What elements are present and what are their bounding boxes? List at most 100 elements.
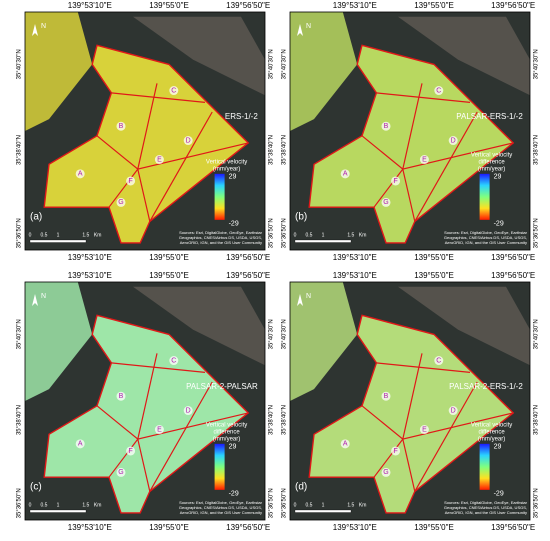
latitude-label: 35°40'30"N <box>17 319 23 349</box>
longitude-label: 139°55'0"E <box>149 1 189 10</box>
scale-unit: Km <box>94 502 102 508</box>
latitude-label: 35°38'40"N <box>534 135 540 165</box>
legend-title: Vertical velocity <box>471 422 512 428</box>
scale-bar <box>294 239 352 243</box>
zone-marker <box>434 356 444 366</box>
legend-ramp <box>214 443 225 490</box>
zone-boundary <box>137 83 158 170</box>
legend-ramp <box>214 173 225 220</box>
latitude-label: 35°40'30"N <box>534 49 540 79</box>
north-label: N <box>41 293 46 300</box>
zone-marker <box>75 439 85 449</box>
longitude-label: 139°55'0"E <box>149 523 189 532</box>
scale-tick-label: 1.5 <box>82 232 89 238</box>
zone-label: C <box>171 357 176 364</box>
frame <box>24 281 266 521</box>
scale-unit: Km <box>359 232 367 238</box>
zone-label: E <box>157 156 162 163</box>
land-west <box>25 282 93 401</box>
frame <box>289 281 531 521</box>
zone-boundary <box>376 92 471 103</box>
latitude-label: 35°36'50"N <box>17 488 23 518</box>
land <box>44 45 249 243</box>
zone-boundary <box>111 362 206 373</box>
panel-title: ERS-1/-2 <box>225 112 258 121</box>
zone-marker <box>434 86 444 96</box>
zone-boundary <box>414 381 478 492</box>
zone-marker <box>381 467 391 477</box>
zone-boundary <box>137 168 151 222</box>
zone-boundary <box>414 111 478 222</box>
land-west <box>290 282 358 401</box>
zone-marker <box>169 356 179 366</box>
zone-marker <box>116 391 126 401</box>
zone-boundary <box>149 381 213 492</box>
legend-title: difference <box>213 429 240 435</box>
attribution: Sources: Esri, DigitalGlobe, GeoEye, Ear… <box>444 230 528 235</box>
land-west <box>25 12 93 131</box>
longitude-label: 139°55'0"E <box>414 523 454 532</box>
latitude-label: 35°38'40"N <box>269 135 275 165</box>
scale-bar <box>29 239 87 243</box>
scale-tick-label: 1 <box>57 232 60 238</box>
attribution: AeroGRID, IGN, and the GIS User Communit… <box>445 510 527 515</box>
attribution: AeroGRID, IGN, and the GIS User Communit… <box>180 240 262 245</box>
land <box>44 315 249 513</box>
zone-marker <box>183 136 193 146</box>
scale-tick-label: 0.5 <box>41 232 48 238</box>
north-label: N <box>306 293 311 300</box>
scale-tick-label: 0.5 <box>306 502 313 508</box>
latitude-label: 35°36'50"N <box>534 218 540 248</box>
north-arrow <box>32 294 38 306</box>
latitude-label: 35°38'40"N <box>269 405 275 435</box>
zone-marker <box>381 121 391 131</box>
zone-label: E <box>422 156 427 163</box>
land-west <box>290 12 358 131</box>
frame <box>24 11 266 251</box>
zone-boundary <box>373 438 404 478</box>
attribution: Geographics, CNES/Airbus DS, USDA, USGS, <box>179 505 262 510</box>
scale-tick-label: 1.5 <box>347 232 354 238</box>
scale-unit: Km <box>94 232 102 238</box>
zone-marker <box>340 169 350 179</box>
land-north <box>133 16 265 96</box>
map-panel: A B C D E F G N PALSAR-2-PALSAR (c) Vertical veloc… <box>17 271 275 532</box>
latitude-label: 35°40'30"N <box>269 49 275 79</box>
zone-boundary <box>137 438 151 492</box>
scale-tick-label: 0 <box>29 502 32 508</box>
zone-label: D <box>186 407 191 414</box>
legend-min: -29 <box>494 491 504 498</box>
zone-boundary <box>376 362 471 373</box>
legend-min: -29 <box>229 221 239 228</box>
longitude-label: 139°55'0"E <box>414 1 454 10</box>
latitude-label: 35°38'40"N <box>534 405 540 435</box>
north-label: N <box>306 23 311 30</box>
panel-title: PALSAR-2-PALSAR <box>186 382 258 391</box>
zone-label: F <box>128 178 132 185</box>
panel-label: (b) <box>295 211 307 222</box>
scale-tick-label: 1 <box>322 232 325 238</box>
longitude-label: 139°55'0"E <box>414 271 454 280</box>
zone-marker <box>154 425 164 435</box>
legend-title: Vertical velocity <box>471 152 512 158</box>
zone-label: G <box>383 469 388 476</box>
zone-boundary <box>108 168 139 208</box>
zone-label: C <box>436 357 441 364</box>
map-panel: A B C D E F G N PALSAR-2-ERS-1/-2 (d) Vertical vel… <box>282 271 540 532</box>
zone-boundary <box>402 438 416 492</box>
legend-title: (mm/year) <box>478 436 505 442</box>
longitude-label: 139°56'50"E <box>226 271 270 280</box>
zone-marker <box>116 197 126 207</box>
zone-label: D <box>451 137 456 144</box>
attribution: AeroGRID, IGN, and the GIS User Communit… <box>180 510 262 515</box>
scale-tick-label: 1 <box>57 502 60 508</box>
zone-label: A <box>343 171 348 178</box>
attribution: Geographics, CNES/Airbus DS, USDA, USGS, <box>444 235 527 240</box>
scale-unit: Km <box>359 502 367 508</box>
longitude-label: 139°53'10"E <box>68 523 112 532</box>
legend-title: Vertical velocity <box>206 159 247 165</box>
zone-label: A <box>343 441 348 448</box>
scale-tick-label: 0 <box>29 232 32 238</box>
zone-marker <box>75 169 85 179</box>
